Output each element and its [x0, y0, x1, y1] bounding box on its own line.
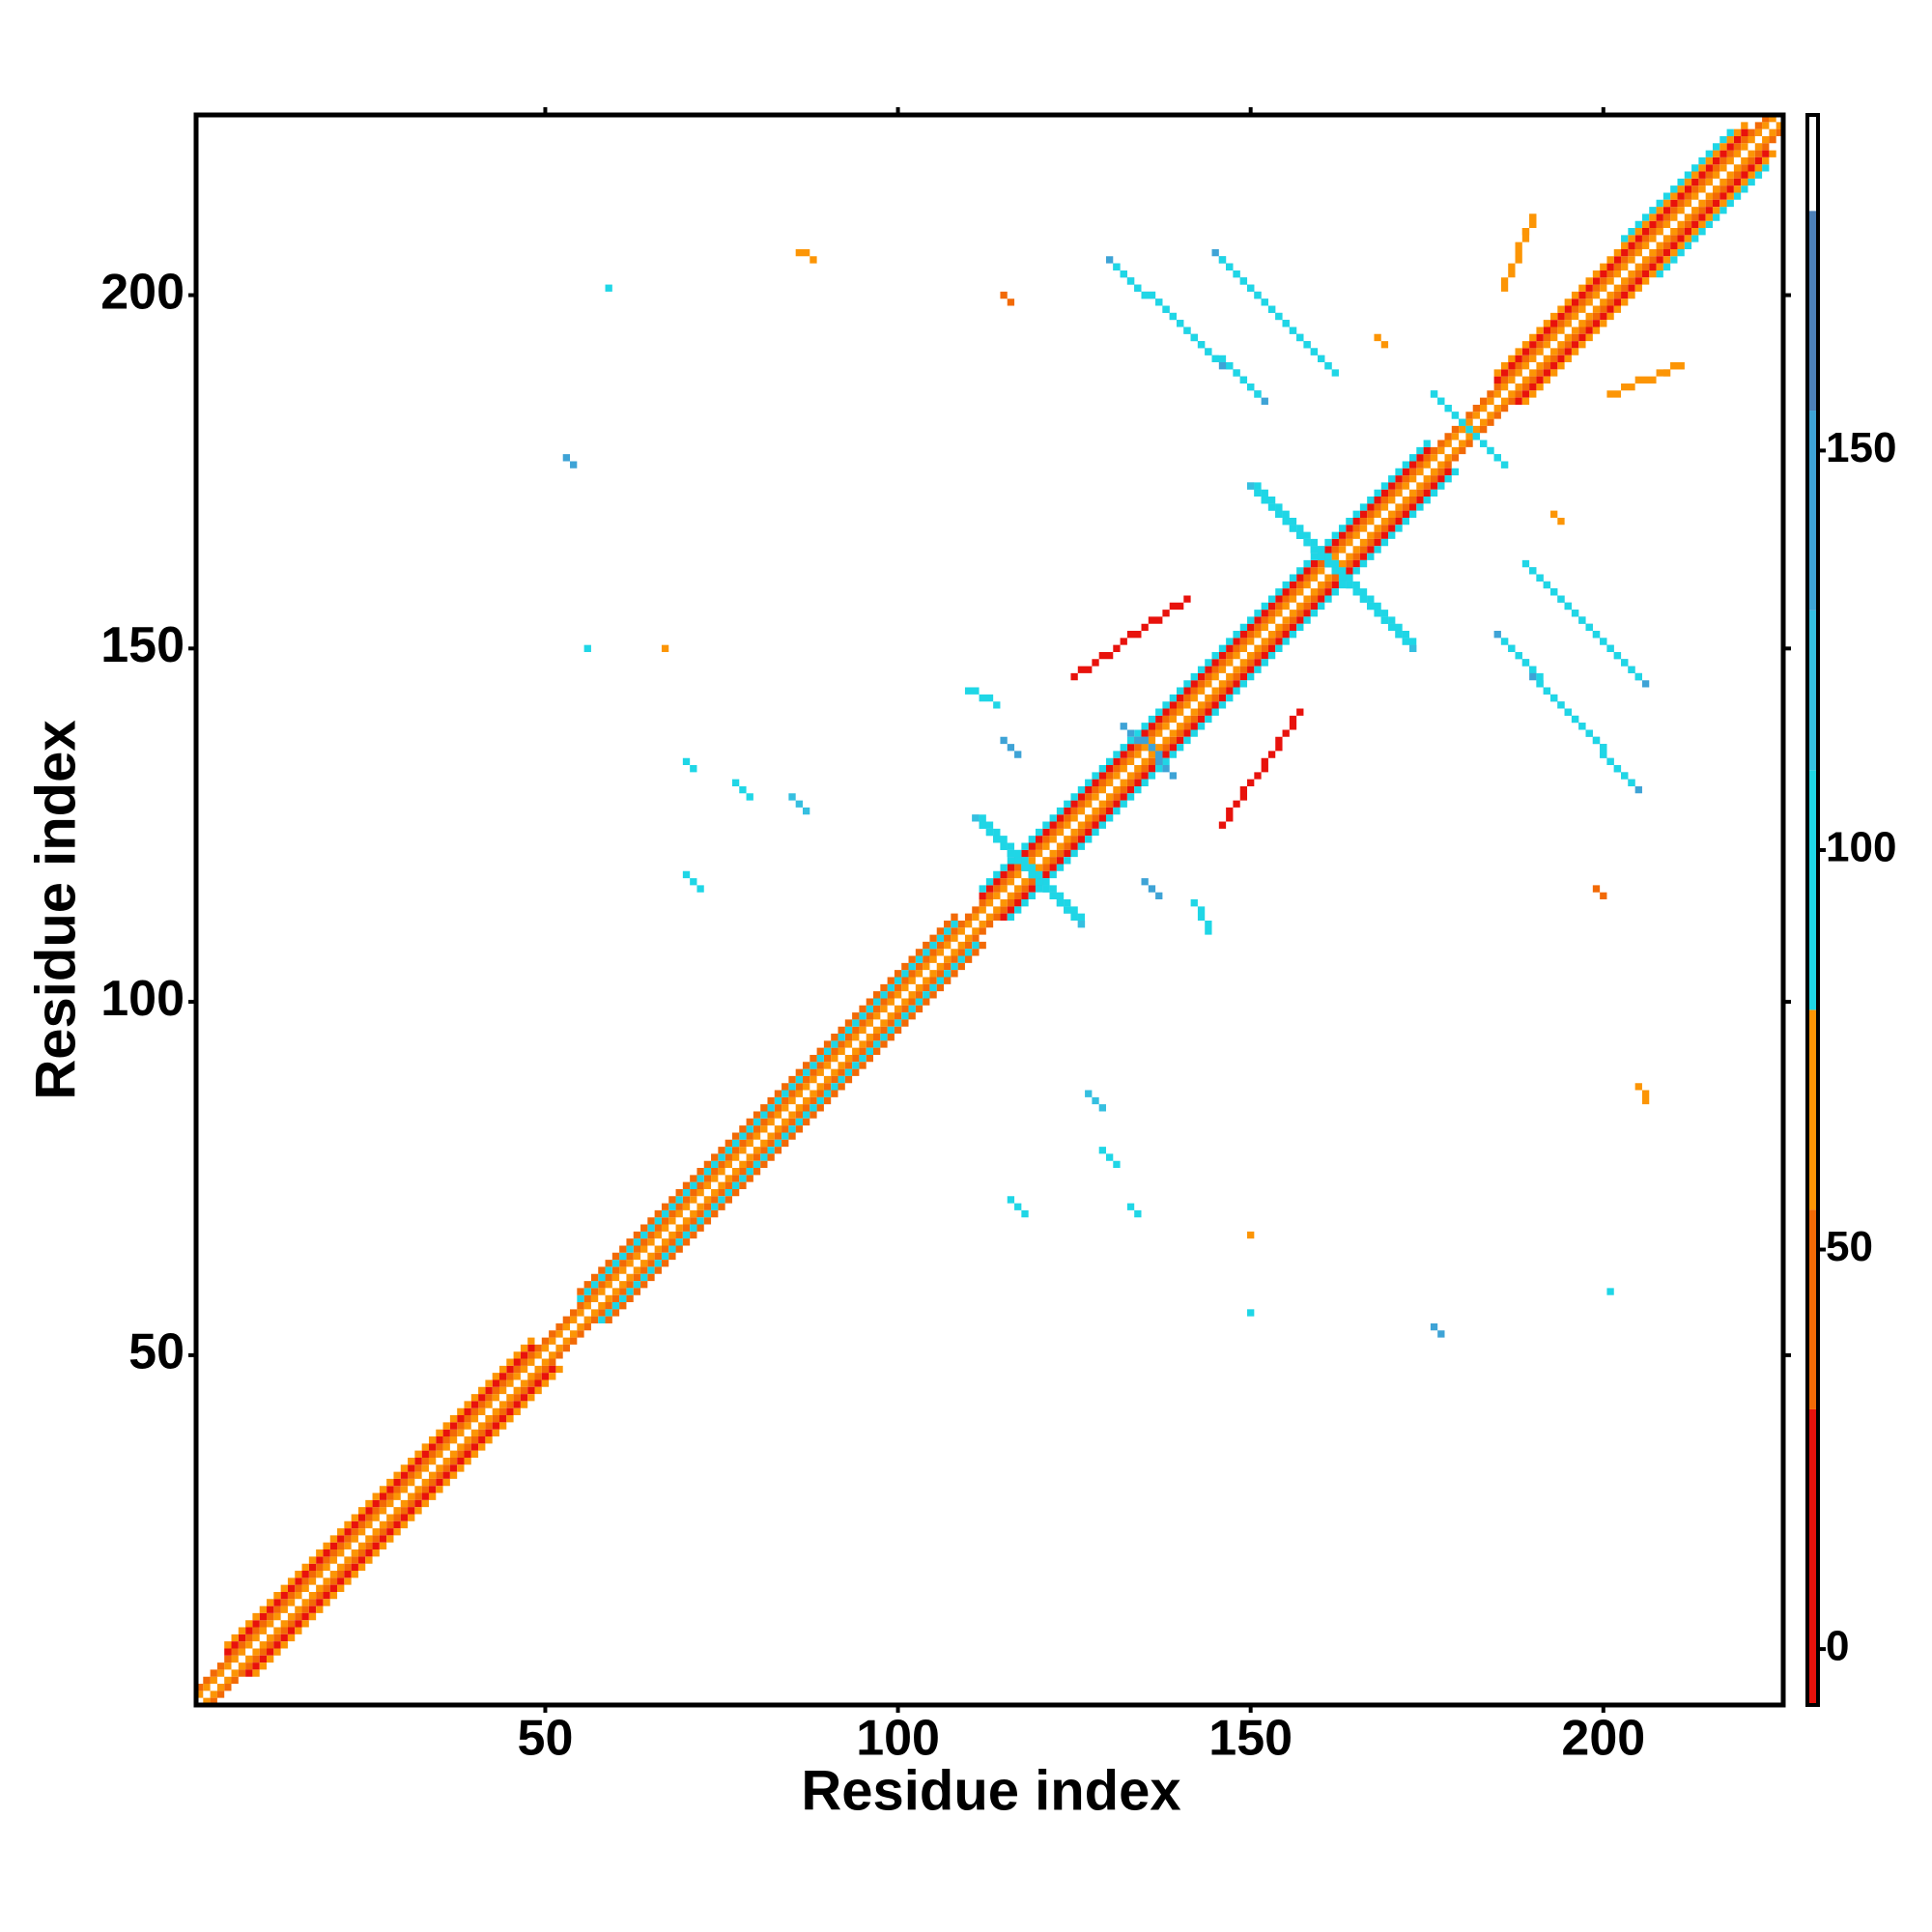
cell-run-mirror — [1430, 1322, 1445, 1338]
cell-run — [731, 779, 753, 801]
cell-run — [1113, 263, 1262, 398]
colorbar-level — [1807, 211, 1818, 412]
cell-run-mirror — [1634, 1083, 1650, 1105]
cell-run — [1000, 736, 1022, 758]
colorbar-tick-label: 100 — [1826, 824, 1896, 871]
colorbar-level — [1807, 1408, 1818, 1705]
cell-run — [605, 284, 612, 292]
cell-run — [1374, 333, 1389, 349]
cell-run — [224, 1344, 535, 1656]
colorbar-level — [1807, 115, 1818, 212]
cell-run — [661, 644, 669, 652]
cell-run-mirror — [1247, 1231, 1255, 1239]
cell-run — [788, 793, 810, 815]
cell-run-mirror — [1500, 638, 1635, 786]
cell-run-mirror — [1141, 878, 1163, 900]
y-tick-label: 200 — [100, 264, 185, 320]
cell-run-mirror — [1007, 468, 1460, 921]
colorbar-tick-label: 50 — [1826, 1223, 1873, 1270]
colorbar-level — [1807, 1009, 1818, 1210]
colorbar-level — [1807, 770, 1818, 1010]
colorbar-level — [1807, 1209, 1818, 1409]
cell-run — [1218, 256, 1339, 377]
cell-run-mirror — [1098, 1147, 1121, 1169]
cell-run — [1000, 291, 1015, 306]
cell-run — [562, 454, 578, 469]
cell-run — [964, 687, 1001, 709]
cell-run-mirror — [1606, 1288, 1614, 1295]
cell-run — [1070, 595, 1191, 681]
cell-run — [583, 644, 591, 652]
x-tick-label: 100 — [856, 1711, 940, 1767]
x-tick-label: 200 — [1561, 1711, 1645, 1767]
cell-run-mirror — [1430, 390, 1509, 469]
x-tick-label: 50 — [518, 1711, 574, 1767]
y-tick-label: 100 — [100, 971, 185, 1027]
colorbar-tick-label: 150 — [1826, 424, 1896, 471]
cell-run — [795, 248, 817, 264]
colorbar-level — [1807, 610, 1818, 771]
cell-run-mirror — [1085, 1090, 1106, 1112]
plot-frame — [193, 112, 1786, 1708]
cell-run-mirror — [1141, 736, 1178, 780]
cell-run-mirror — [1007, 1196, 1029, 1218]
x-axis-label: Residue index — [801, 1759, 1180, 1822]
y-tick-label: 150 — [100, 617, 185, 673]
cell-run-mirror — [1126, 1203, 1142, 1218]
cell-run — [577, 913, 958, 1295]
cell-run-mirror — [1247, 1309, 1255, 1317]
cell-run — [1493, 122, 1748, 377]
cell-run — [682, 757, 697, 773]
cell-run — [682, 870, 704, 893]
y-tick-label: 50 — [128, 1324, 185, 1380]
colorbar-frame — [1805, 113, 1820, 1707]
cell-run-mirror — [1592, 885, 1607, 900]
cell-run-mirror — [1218, 708, 1304, 829]
cell-run — [196, 115, 1770, 1691]
x-tick-label: 150 — [1208, 1711, 1293, 1767]
cell-run-mirror — [1550, 510, 1565, 526]
cell-run-mirror — [1521, 559, 1642, 681]
cell-run-mirror — [979, 821, 1086, 921]
cell-run-mirror — [1606, 362, 1685, 398]
cell-run-mirror — [1521, 150, 1776, 405]
cell-run — [979, 440, 1431, 893]
y-axis-label: Residue index — [24, 720, 87, 1099]
cell-run-mirror — [1254, 489, 1417, 645]
colorbar-level — [1807, 411, 1818, 611]
cell-run-mirror — [210, 128, 1783, 1705]
cell-run-mirror — [1190, 899, 1212, 935]
cell-run — [224, 1337, 535, 1649]
cell-run-mirror — [605, 941, 986, 1323]
colorbar-tick-label: 0 — [1826, 1623, 1849, 1670]
cell-run — [1500, 213, 1537, 292]
cell-run-mirror — [196, 115, 1783, 1705]
cell-run-mirror — [252, 1365, 563, 1677]
